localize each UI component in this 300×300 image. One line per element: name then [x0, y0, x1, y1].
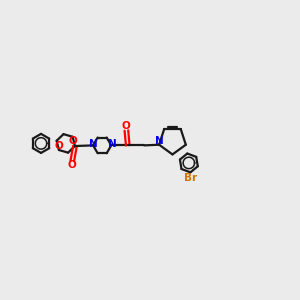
Text: O: O — [68, 136, 77, 146]
Text: O: O — [55, 141, 63, 151]
Text: N: N — [155, 136, 164, 146]
Text: Br: Br — [184, 173, 197, 183]
Text: O: O — [67, 160, 76, 170]
Text: O: O — [122, 121, 130, 131]
Text: N: N — [107, 139, 116, 149]
Text: N: N — [89, 139, 98, 149]
